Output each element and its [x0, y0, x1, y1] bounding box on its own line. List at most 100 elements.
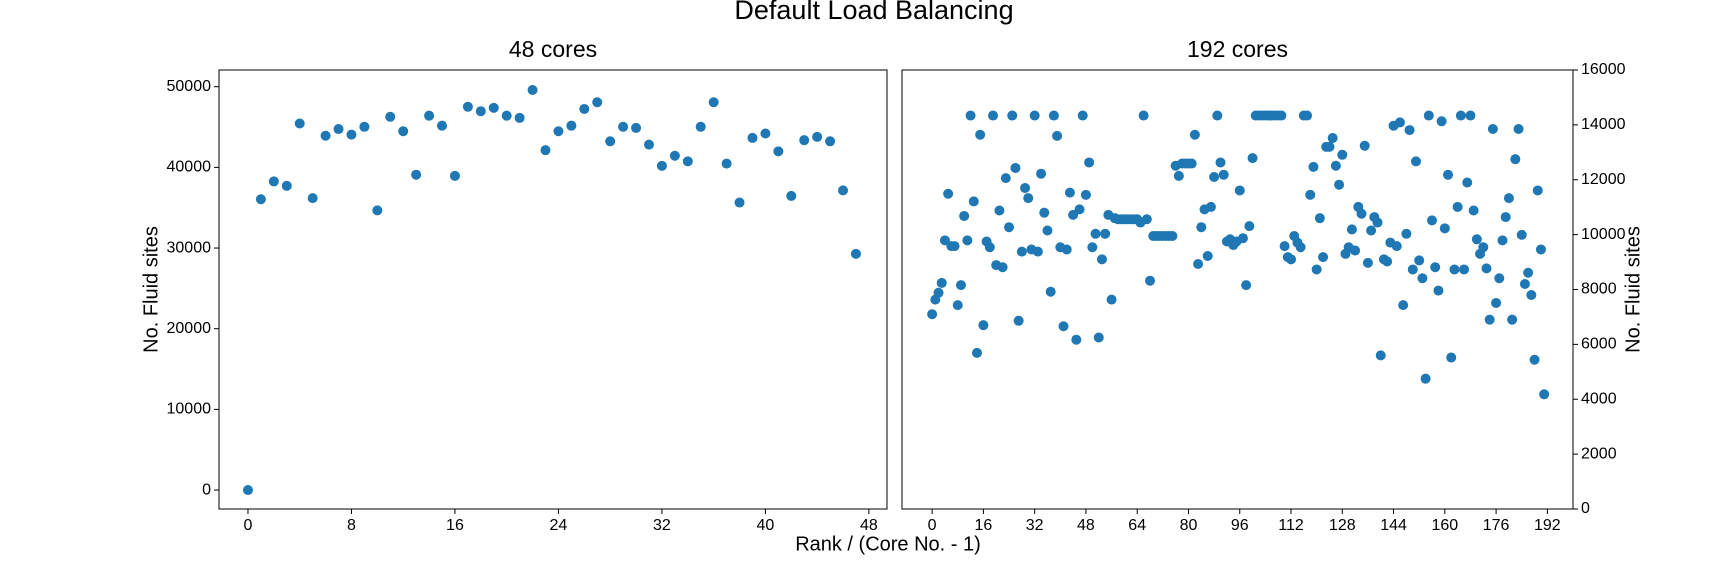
point [1084, 157, 1095, 168]
point [1048, 110, 1059, 121]
x-tick-label: 0 [244, 517, 253, 534]
point [1375, 350, 1386, 361]
point [943, 188, 954, 199]
point [1237, 233, 1248, 244]
y-tick-label: 40000 [167, 159, 212, 176]
point [1189, 129, 1200, 140]
point [1093, 332, 1104, 343]
point [1087, 242, 1098, 253]
x-tick-label: 80 [1180, 517, 1198, 534]
point [1491, 297, 1502, 308]
point [553, 126, 564, 137]
point [968, 196, 979, 207]
point [1423, 110, 1434, 121]
point [1241, 280, 1252, 291]
point [682, 156, 693, 167]
point [462, 101, 473, 112]
point [1096, 254, 1107, 265]
point [1487, 123, 1498, 134]
point [1202, 251, 1213, 262]
point [1010, 162, 1021, 173]
point [1427, 215, 1438, 226]
point [1462, 177, 1473, 188]
point [1032, 246, 1043, 257]
point [1023, 193, 1034, 204]
x-tick-label: 24 [550, 517, 568, 534]
point [1286, 254, 1297, 265]
point [1305, 189, 1316, 200]
point [949, 241, 960, 252]
point [1090, 228, 1101, 239]
point [984, 242, 995, 253]
x-axis-label: Rank / (Core No. - 1) [795, 533, 981, 555]
point [1039, 207, 1050, 218]
x-tick-label: 160 [1431, 517, 1458, 534]
y-tick-label: 2000 [1581, 445, 1617, 462]
point [1052, 130, 1063, 141]
point [1362, 257, 1373, 268]
x-tick-label: 48 [860, 517, 878, 534]
point [1414, 255, 1425, 266]
point [933, 287, 944, 298]
y-tick-label: 8000 [1581, 281, 1617, 298]
point [514, 112, 525, 123]
y-tick-label: 0 [1581, 500, 1590, 517]
point [1535, 244, 1546, 255]
point [1500, 212, 1511, 223]
point [1529, 354, 1540, 365]
point [1016, 246, 1027, 257]
point [760, 128, 771, 139]
plot-frame [218, 69, 888, 510]
point [773, 146, 784, 157]
y-tick-label: 20000 [167, 320, 212, 337]
point [1398, 300, 1409, 311]
point [965, 110, 976, 121]
point [1205, 201, 1216, 212]
point [1510, 154, 1521, 165]
point [281, 180, 292, 191]
point [1064, 187, 1075, 198]
point [825, 136, 836, 147]
point [838, 185, 849, 196]
point [1004, 222, 1015, 233]
point [359, 121, 370, 132]
point [1494, 273, 1505, 284]
point [631, 122, 642, 133]
x-tick-label: 112 [1278, 517, 1304, 534]
point [1186, 158, 1197, 169]
point [1539, 389, 1550, 400]
point [527, 85, 538, 96]
point [1276, 110, 1287, 121]
point [566, 120, 577, 131]
x-tick-label: 0 [928, 517, 937, 534]
point [346, 129, 357, 140]
point [1193, 258, 1204, 269]
point [1366, 225, 1377, 236]
point [437, 120, 448, 131]
point [1382, 256, 1393, 267]
x-tick-label: 8 [347, 517, 356, 534]
point [307, 193, 318, 204]
x-tick-label: 32 [653, 517, 671, 534]
point [1359, 140, 1370, 151]
point [488, 102, 499, 113]
point [799, 135, 810, 146]
point [1449, 264, 1460, 275]
y-tick-label: 6000 [1581, 336, 1617, 353]
point [1439, 223, 1450, 234]
point [1308, 161, 1319, 172]
point [1173, 170, 1184, 181]
point [962, 235, 973, 246]
point [579, 103, 590, 114]
point [952, 300, 963, 311]
point [1417, 273, 1428, 284]
y-axis-label: No. Fluid sites [140, 226, 162, 353]
x-tick-label: 176 [1483, 517, 1510, 534]
x-tick-label: 16 [446, 517, 464, 534]
point [424, 110, 435, 121]
point [449, 170, 460, 181]
point [1007, 110, 1018, 121]
point [786, 190, 797, 201]
